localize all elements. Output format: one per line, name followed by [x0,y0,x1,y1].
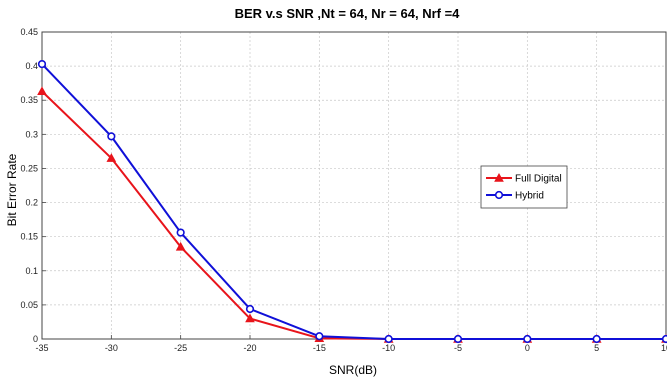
y-tick-label: 0.05 [20,300,38,310]
series-hybrid [37,59,667,344]
y-tick-label: 0.3 [25,129,38,139]
legend-label: Full Digital [515,174,562,185]
hybrid-point [384,334,393,344]
legend-entry-full-digital: Full Digital [486,172,562,185]
y-tick-label: 0 [33,334,38,344]
hybrid-point [453,334,463,344]
y-tick-label: 0.15 [20,232,38,242]
x-tick-label: -5 [454,343,462,353]
legend-label: Hybrid [515,191,544,202]
full-digital-line [41,90,666,340]
hybrid-point [592,334,601,344]
hybrid-point [661,334,667,344]
legend-box [480,165,568,209]
legend-marker [494,172,504,182]
hybrid-point [245,304,255,314]
x-tick-label: -20 [243,343,256,353]
grid [41,31,667,340]
series [37,59,667,344]
hybrid-point [315,332,324,341]
hybrid-point [107,132,116,141]
hybrid-line [41,63,666,340]
x-tick-label: -10 [382,343,395,353]
chart-title: BER v.s SNR ,Nt = 64, Nr = 64, Nrf =4 [235,6,461,21]
x-tick-label: 0 [525,343,530,353]
x-tick-label: -30 [105,343,118,353]
y-axis-label: Bit Error Rate [5,153,19,226]
hybrid-point [37,59,47,69]
y-axis-ticks: 0 0.05 0.1 0.15 0.2 0.25 0.3 0.35 0.4 0.45 [20,27,46,344]
series-full-digital [37,86,667,343]
full-digital-point [245,313,255,323]
x-axis-label: SNR(dB) [329,363,377,377]
y-tick-label: 0.25 [20,163,38,173]
plot-area [41,31,667,340]
full-digital-point [106,153,117,162]
y-tick-label: 0.4 [25,61,38,71]
legend: Full Digital Hybrid [480,165,568,209]
full-digital-point [37,86,47,96]
x-tick-label: 5 [594,343,599,353]
x-tick-label: -15 [313,343,326,353]
y-tick-label: 0.1 [25,266,38,276]
legend-entries: Full Digital Hybrid [486,172,562,202]
y-tick-label: 0.35 [20,95,38,105]
y-tick-label: 0.45 [20,27,38,37]
legend-marker [494,190,504,200]
x-tick-label: -25 [174,343,187,353]
hybrid-point [523,334,532,344]
x-tick-label: -35 [35,343,48,353]
full-digital-point [175,241,186,251]
legend-entry-hybrid: Hybrid [486,191,544,202]
hybrid-point [176,228,185,237]
x-tick-label: 10 [661,343,667,353]
y-tick-label: 0.2 [25,198,38,208]
